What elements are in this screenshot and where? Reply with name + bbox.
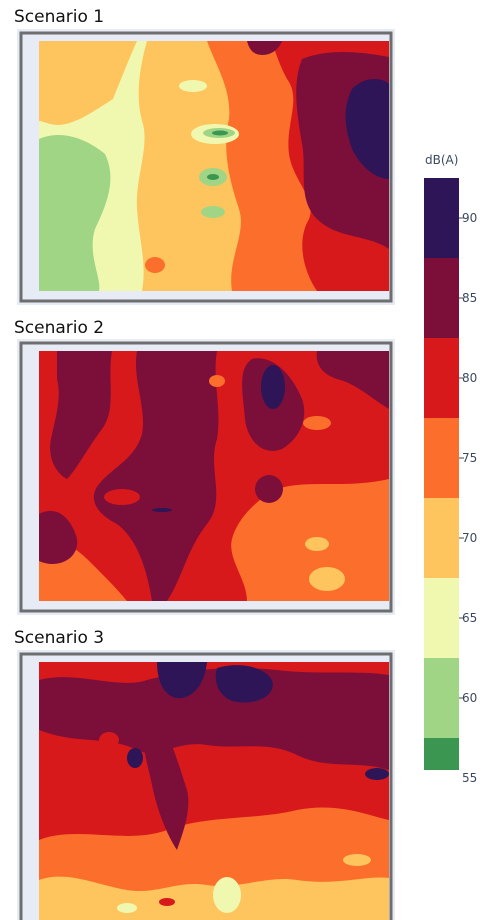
colorbar-band xyxy=(424,658,459,738)
colorbar-tick-label: 90 xyxy=(462,211,478,225)
contour-band xyxy=(117,903,137,913)
contour-band xyxy=(99,732,119,748)
scenario-1-title: Scenario 1 xyxy=(14,7,105,27)
scenario-2-heatmap xyxy=(17,339,395,615)
contour-band xyxy=(50,351,112,479)
contour-band xyxy=(213,877,241,913)
plot-frame xyxy=(19,31,393,303)
contour-band xyxy=(247,41,282,55)
contour-band xyxy=(255,475,283,503)
contour-band xyxy=(159,898,175,906)
colorbar-tick-label: 60 xyxy=(462,691,478,705)
contour-band xyxy=(316,351,389,409)
scenario-3-heatmap xyxy=(17,650,395,920)
colorbar-title: dB(A) xyxy=(425,153,459,167)
scenario-1-contour-svg xyxy=(19,31,393,303)
contour-band xyxy=(261,365,285,409)
contour-band xyxy=(215,665,273,703)
contour-band xyxy=(179,80,207,92)
contour-band xyxy=(104,489,140,505)
contour-band xyxy=(157,662,207,699)
colorbar-band xyxy=(424,578,459,658)
contour-band xyxy=(39,41,137,125)
scenario-3-title: Scenario 3 xyxy=(14,628,105,648)
scenario-1-heatmap xyxy=(17,29,395,305)
contour-band xyxy=(345,79,389,179)
colorbar-tick-label: 85 xyxy=(462,291,478,305)
colorbar-tick-label: 70 xyxy=(462,531,478,545)
contour-band xyxy=(303,416,331,430)
contour-band xyxy=(343,854,371,866)
contour-band xyxy=(142,710,189,850)
scenario-3-contour-svg xyxy=(19,652,393,920)
contour-band xyxy=(93,351,219,601)
contour-band xyxy=(39,134,111,291)
contour-band xyxy=(305,537,329,551)
contour-band xyxy=(237,218,270,291)
contour-band xyxy=(201,206,225,218)
colorbar-band xyxy=(424,338,459,418)
colorbar-band xyxy=(424,418,459,498)
contour-band xyxy=(209,375,225,387)
scenario-2-title: Scenario 2 xyxy=(14,318,105,338)
colorbar xyxy=(424,178,464,770)
contour-band xyxy=(152,508,172,512)
contour-band xyxy=(39,510,78,564)
scenario-2-contour-svg xyxy=(19,341,393,613)
contour-band xyxy=(145,257,165,273)
colorbar-tick-label: 80 xyxy=(462,371,478,385)
colorbar-band xyxy=(424,738,459,770)
contour-band xyxy=(39,668,389,770)
plot-frame xyxy=(19,652,393,920)
colorbar-band xyxy=(424,498,459,578)
contour-band xyxy=(365,768,389,780)
colorbar-band xyxy=(424,178,459,258)
colorbar-tick-label: 75 xyxy=(462,451,478,465)
contour-band xyxy=(207,174,219,180)
colorbar-band xyxy=(424,258,459,338)
contour-band xyxy=(309,567,345,591)
plot-frame xyxy=(19,341,393,613)
colorbar-tick-label: 55 xyxy=(462,771,478,785)
contour-band xyxy=(127,748,143,768)
colorbar-tick-label: 65 xyxy=(462,611,478,625)
contour-band xyxy=(212,130,228,136)
